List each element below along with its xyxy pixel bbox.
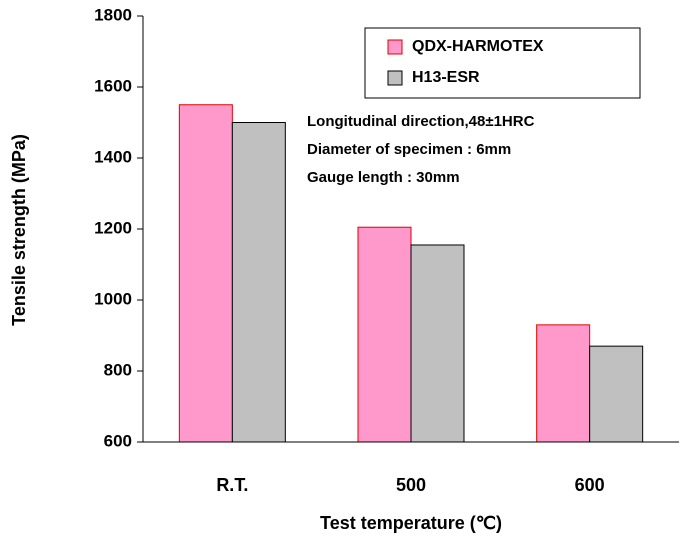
legend-label: QDX-HARMOTEX	[412, 38, 544, 55]
y-tick-label: 1800	[94, 5, 132, 24]
annotation: Longitudinal direction,48±1HRC	[307, 113, 535, 130]
annotation: Gauge length : 30mm	[307, 169, 460, 186]
legend-label: H13-ESR	[412, 69, 480, 86]
y-tick-label: 1200	[94, 218, 132, 237]
x-tick-label: R.T.	[216, 475, 248, 495]
y-axis-title: Tensile strength (MPa)	[9, 134, 29, 326]
bar	[231, 122, 286, 443]
legend-swatch	[387, 70, 403, 86]
legend-swatch	[387, 39, 403, 55]
y-tick-label: 600	[104, 431, 132, 450]
bar	[410, 244, 465, 443]
annotation: Diameter of specimen : 6mm	[307, 141, 511, 158]
y-tick-label: 1400	[94, 147, 132, 166]
x-axis-title: Test temperature (℃)	[320, 513, 502, 533]
bar	[357, 226, 412, 443]
legend	[364, 27, 641, 99]
x-tick-label: 500	[396, 475, 426, 495]
y-tick-label: 1000	[94, 289, 132, 308]
bar	[536, 324, 591, 443]
y-tick-label: 1600	[94, 76, 132, 95]
x-tick-label: 600	[575, 475, 605, 495]
bar	[589, 345, 644, 443]
y-tick-label: 800	[104, 360, 132, 379]
bar	[178, 104, 233, 443]
